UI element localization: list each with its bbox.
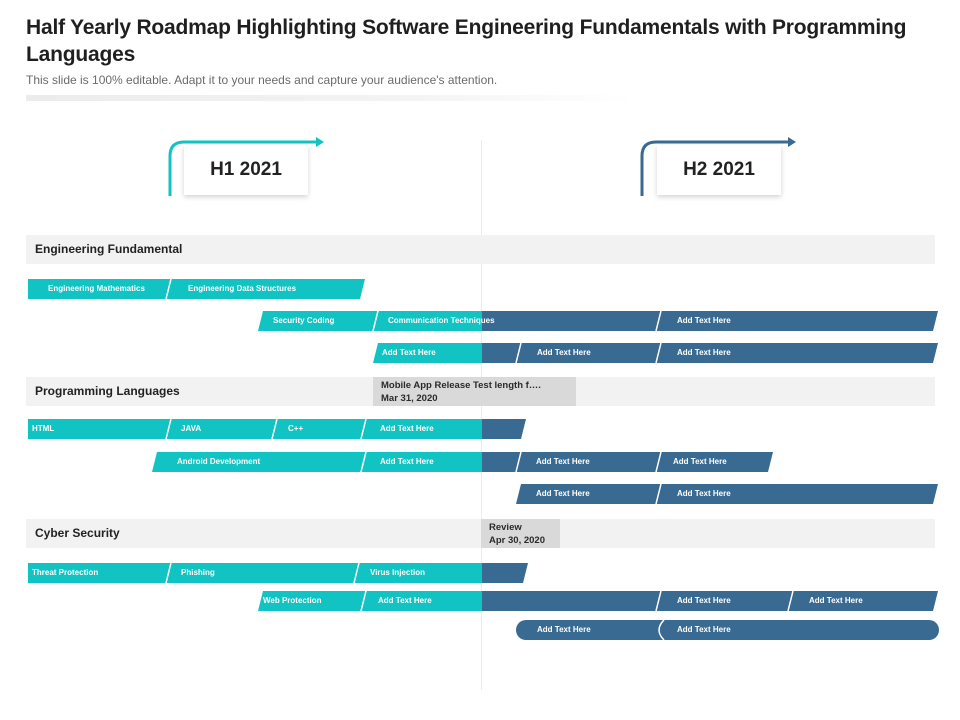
task-label: Add Text Here xyxy=(382,348,436,357)
milestone-review: Review Apr 30, 2020 xyxy=(481,519,560,548)
milestone-date: Apr 30, 2020 xyxy=(489,535,545,546)
milestone-title: Mobile App Release Test length f…. xyxy=(381,380,541,391)
task-label: C++ xyxy=(288,424,304,433)
task-label: Add Text Here xyxy=(537,625,591,634)
section-cyber: Cyber Security xyxy=(26,519,935,548)
page-subtitle: This slide is 100% editable. Adapt it to… xyxy=(26,73,498,87)
task-label: Add Text Here xyxy=(677,489,731,498)
milestone-date: Mar 31, 2020 xyxy=(381,393,438,404)
task-label: Add Text Here xyxy=(677,596,731,605)
task-label: Security Coding xyxy=(273,316,335,325)
task-label: Add Text Here xyxy=(673,457,727,466)
task-label: Add Text Here xyxy=(677,316,731,325)
task-label: Add Text Here xyxy=(537,348,591,357)
roadmap-bar xyxy=(258,311,938,331)
task-label: Engineering Mathematics xyxy=(48,284,145,293)
task-label: Engineering Data Structures xyxy=(188,284,297,293)
task-label: Add Text Here xyxy=(380,424,434,433)
task-label: Add Text Here xyxy=(677,625,731,634)
page-title: Half Yearly Roadmap Highlighting Softwar… xyxy=(26,16,907,66)
task-label: Virus Injection xyxy=(370,568,425,577)
title-underline xyxy=(26,95,636,101)
task-label: HTML xyxy=(32,424,55,433)
h1-arrow-bracket xyxy=(168,137,324,196)
task-label: Add Text Here xyxy=(380,457,434,466)
roadmap-bar xyxy=(258,591,938,611)
task-label: Add Text Here xyxy=(677,348,731,357)
roadmap-bar xyxy=(373,343,938,363)
h2-header: H2 2021 xyxy=(657,145,781,195)
task-label: Web Protection xyxy=(263,596,322,605)
h1-header: H1 2021 xyxy=(184,145,308,195)
milestone-title: Review xyxy=(489,522,522,533)
h2-arrow-bracket xyxy=(640,137,796,196)
milestone-mobile-release: Mobile App Release Test length f…. Mar 3… xyxy=(373,377,576,406)
task-label: Add Text Here xyxy=(536,457,590,466)
task-label: Android Development xyxy=(177,457,261,466)
roadmap-bar xyxy=(152,452,773,472)
section-label: Cyber Security xyxy=(35,526,120,540)
half-divider-line xyxy=(481,140,482,690)
roadmap-bar xyxy=(516,484,938,504)
task-label: Communication Techniques xyxy=(388,316,495,325)
section-engineering: Engineering Fundamental xyxy=(26,235,935,264)
task-label: JAVA xyxy=(181,424,202,433)
roadmap-bar xyxy=(28,279,365,299)
task-label: Add Text Here xyxy=(378,596,432,605)
roadmap-bar xyxy=(516,620,939,640)
task-label: Add Text Here xyxy=(536,489,590,498)
roadmap-bar xyxy=(28,563,528,583)
task-label: Threat Protection xyxy=(32,568,99,577)
section-label: Engineering Fundamental xyxy=(35,242,183,256)
section-label: Programming Languages xyxy=(35,384,180,398)
task-label: Phishing xyxy=(181,568,215,577)
task-label: Add Text Here xyxy=(809,596,863,605)
roadmap-bar xyxy=(28,419,526,439)
